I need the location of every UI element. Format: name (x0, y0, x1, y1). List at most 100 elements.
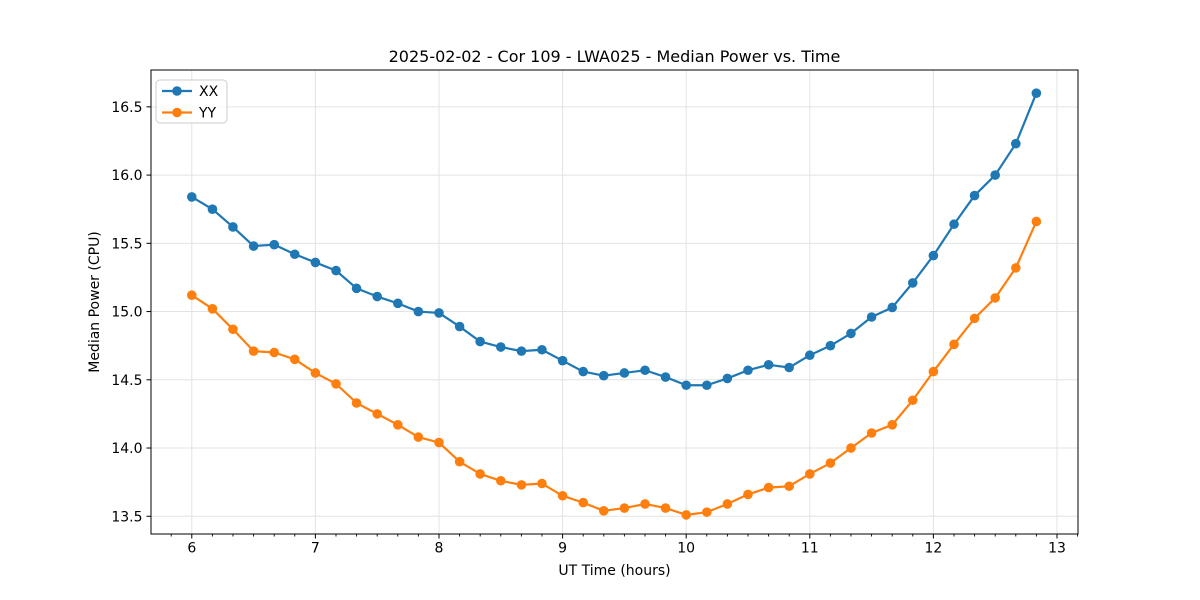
series-yy-point (207, 304, 218, 314)
series-yy-point (434, 437, 444, 448)
series-xx-point (702, 380, 712, 391)
series-yy-point (393, 420, 403, 430)
x-tick-label: 8 (435, 541, 444, 557)
series-xx-point (454, 321, 465, 332)
x-tick-label: 9 (558, 541, 567, 557)
series-xx-point (887, 302, 898, 313)
x-tick-label: 10 (677, 541, 695, 557)
axes-background (151, 70, 1078, 534)
series-yy-point (228, 324, 238, 335)
x-tick-label: 11 (801, 541, 819, 557)
series-yy-point (598, 506, 609, 516)
y-tick-label: 14.0 (111, 441, 142, 457)
series-yy-point (557, 490, 568, 501)
series-yy-point (846, 443, 856, 453)
y-tick-label: 14.5 (111, 373, 142, 389)
series-yy-point (969, 313, 980, 324)
series-xx-point (619, 368, 630, 378)
series-xx-point (969, 190, 980, 201)
series-yy-point (907, 395, 918, 406)
series-yy-point (310, 368, 321, 378)
series-xx-point (372, 291, 382, 302)
legend-marker (172, 107, 182, 118)
plot-border (150, 69, 1079, 535)
plot-area: 6 7 8 9 10 11 12 13 13.5 14.0 14.5 15.0 15.5 16.0 16.5… (111, 69, 1079, 557)
series-xx-point (1011, 138, 1021, 149)
series-yy-point (743, 489, 753, 500)
series-xx-point (681, 380, 691, 391)
series-xx-point (516, 346, 527, 356)
series-xx-point (846, 328, 856, 339)
y-tick-label: 16.0 (111, 168, 142, 184)
series-yy-point (351, 398, 362, 408)
series-yy-point (928, 366, 939, 377)
series-xx-point (722, 373, 733, 384)
series-xx-point (434, 308, 444, 318)
series-xx-point (269, 239, 280, 250)
series-xx-point (866, 312, 877, 322)
y-tick-label: 13.5 (111, 509, 142, 525)
series-xx-point (248, 241, 259, 251)
series-xx-point (598, 370, 609, 381)
series-xx-point (495, 342, 506, 352)
chart-title: 2025-02-02 - Cor 109 - LWA025 - Median P… (389, 47, 841, 66)
series-xx-point (186, 192, 197, 202)
series-xx-point (351, 283, 362, 294)
series-xx-point (907, 278, 918, 288)
series-xx-point (660, 372, 671, 382)
series-xx-point (1031, 88, 1042, 98)
series-yy-point (495, 475, 506, 486)
series-yy-point (372, 409, 382, 419)
series-yy-point (887, 420, 898, 430)
series-xx-point (475, 336, 485, 347)
series-xx-point (640, 365, 650, 376)
x-tick-label: 13 (1048, 541, 1066, 557)
series-xx-point (990, 170, 1000, 180)
series-yy-point (619, 503, 630, 513)
y-axis-label: Median Power (CPU) (87, 231, 103, 373)
series-yy-point (804, 469, 815, 479)
series-xx-point (763, 359, 774, 370)
series-xx-point (207, 204, 218, 214)
series-xx-point (949, 219, 959, 230)
legend-label: YY (198, 106, 217, 122)
series-yy-point (1031, 216, 1042, 227)
series-yy-point (331, 379, 341, 389)
series-xx-point (228, 222, 238, 232)
series-yy-point (1011, 263, 1021, 273)
y-tick-label: 15.5 (111, 236, 142, 252)
series-yy-point (475, 469, 485, 479)
series-xx-point (784, 362, 794, 373)
series-xx-point (310, 257, 321, 268)
x-tick-label: 6 (187, 541, 196, 557)
legend: XX YY (155, 79, 228, 124)
series-yy-point (269, 347, 280, 358)
series-yy-point (578, 497, 589, 508)
series-yy-point (454, 456, 465, 467)
series-yy-point (413, 432, 424, 442)
series-yy-point (681, 510, 691, 520)
series-yy-point (866, 428, 877, 438)
series-xx-point (825, 340, 836, 351)
series-yy-point (537, 478, 547, 489)
series-xx-point (289, 249, 300, 260)
series-yy-point (660, 503, 671, 513)
series-xx-point (928, 250, 939, 261)
series-yy-point (784, 481, 794, 492)
series-xx-point (578, 366, 589, 377)
x-tick-label: 7 (311, 541, 320, 557)
series-xx-point (557, 355, 568, 366)
series-yy-point (825, 458, 836, 468)
x-axis-label: UT Time (hours) (558, 563, 670, 579)
series-xx-point (537, 344, 547, 355)
legend-item: XX (162, 84, 219, 100)
series-xx-point (331, 265, 341, 276)
legend-item: YY (162, 106, 217, 122)
series-yy-point (722, 499, 733, 509)
series-xx-point (804, 350, 815, 361)
series-xx-point (743, 365, 753, 376)
y-tick-label: 15.0 (111, 305, 142, 321)
series-yy-point (763, 482, 774, 493)
y-tick-label: 16.5 (111, 100, 142, 116)
